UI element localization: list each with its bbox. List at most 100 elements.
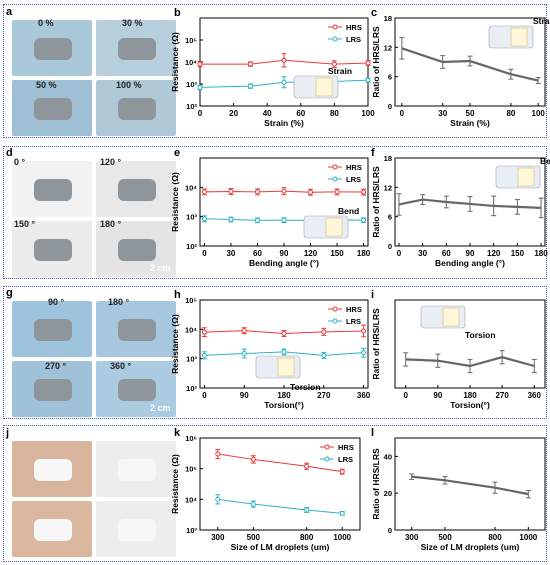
y-tick-label: 0 [388,102,392,111]
data-point-LRS [281,79,287,85]
x-axis-label: Torsion(°) [264,400,304,410]
legend-label-HRS: HRS [346,163,362,172]
annotation-label: Strain [328,66,352,76]
x-tick-label: 50 [466,109,475,118]
panel-label-g: g [6,287,13,299]
x-tick-label: 180 [277,391,291,400]
data-point-LRS [281,217,287,223]
photo-subject [34,239,72,261]
y-tick-label: 10⁵ [185,296,197,305]
droplet-pattern [325,217,343,237]
x-tick-label: 60 [296,109,305,118]
photo-j-3 [12,501,92,557]
droplet-pattern [277,357,295,377]
panel-label-i: i [371,289,374,301]
chart-f: f 0 30 60 90 120 150 180 Bending angle (°) 0 6 12 18… [371,147,550,268]
y-axis-label: Ratio of HRS/LRS [371,448,381,520]
data-point-LRS [339,510,345,516]
annotation-label: Bend [338,206,359,216]
legend-label-HRS: HRS [338,443,354,452]
data-point-HRS [250,456,256,462]
data-point-LRS [281,349,287,355]
data-point-LRS [321,352,327,358]
photo-caption-g-4: 360 ° [110,361,132,371]
y-tick-label: 10⁵ [185,465,197,474]
y-tick-label: 6 [388,73,392,82]
y-tick-label: 10⁴ [185,183,197,192]
legend-marker-HRS [332,306,338,312]
data-point-LRS [201,216,207,222]
y-axis-label: Ratio of HRS/LRS [371,26,381,98]
panel-label-a: a [6,6,13,18]
data-point-LRS [254,217,260,223]
y-tick-label: 12 [384,183,392,192]
panel-label-c: c [371,7,377,19]
y-tick-label: 10³ [186,213,197,222]
x-tick-label: 180 [463,391,477,400]
data-point-HRS [361,189,367,195]
x-tick-label: 800 [488,533,502,542]
legend-marker-LRS [324,456,330,462]
chart-b: b 0 20 40 60 80 100 Strain (%) 10² 10³ 10⁴ 10⁵ Resis… [170,7,375,128]
legend-marker-HRS [332,164,338,170]
x-tick-label: 30 [438,109,447,118]
photo-subject [118,319,156,341]
panel-label-h: h [174,289,181,301]
annotation-label: Torsion [290,382,321,392]
row-j [3,425,547,562]
photo-caption-a-3: 50 % [36,80,57,90]
photo-a-1 [12,20,92,76]
series-line-HRS [217,453,343,473]
photo-j-1 [12,441,92,497]
data-point-HRS [361,328,367,334]
x-tick-label: 90 [433,391,442,400]
legend-label-HRS: HRS [346,23,362,32]
photo-subject [34,98,72,120]
series-line-LRS [217,498,343,514]
x-tick-label: 90 [280,249,289,258]
photo-subject [34,519,72,541]
data-point-HRS [331,61,337,67]
photo-caption-d-3: 150 ° [14,219,36,229]
photo-g-4 [96,361,176,417]
data-point-LRS [201,352,207,358]
x-axis-label: Bending angle (°) [435,258,505,268]
data-point-HRS [334,189,340,195]
data-point-LRS [241,351,247,357]
legend-marker-LRS [332,318,338,324]
legend-marker-LRS [332,176,338,182]
photo-caption-d-4: 180 ° [100,219,122,229]
y-tick-label: 40 [384,452,392,461]
annotation-label: Torsion [465,330,496,340]
x-tick-label: 0 [397,249,402,258]
photo-caption-g-5: 2 cm [150,403,171,413]
y-axis-label: Ratio of HRS/LRS [371,308,381,380]
data-point-LRS [228,217,234,223]
x-tick-label: 800 [300,533,314,542]
photo-caption-d-5: 2 cm [150,263,171,273]
droplet-pattern [510,27,528,47]
data-point-LRS [247,83,253,89]
legend-label-LRS: LRS [338,455,353,464]
row-a [3,4,547,138]
x-tick-label: 60 [442,249,451,258]
x-tick-label: 500 [247,533,261,542]
photo-subject [118,98,156,120]
x-tick-label: 0 [400,109,405,118]
photo-caption-g-3: 270 ° [45,361,67,371]
plot-frame [394,437,546,531]
y-tick-label: 18 [384,154,392,163]
x-tick-label: 90 [466,249,475,258]
data-point-LRS [215,496,221,502]
y-tick-label: 10³ [186,355,197,364]
droplet-pattern [442,307,460,327]
plot-frame [199,437,361,531]
legend-label-LRS: LRS [346,317,361,326]
photo-j-4 [96,501,176,557]
legend-label-HRS: HRS [346,305,362,314]
data-point-HRS [281,188,287,194]
photo-subject [118,239,156,261]
y-tick-label: 10³ [186,80,197,89]
